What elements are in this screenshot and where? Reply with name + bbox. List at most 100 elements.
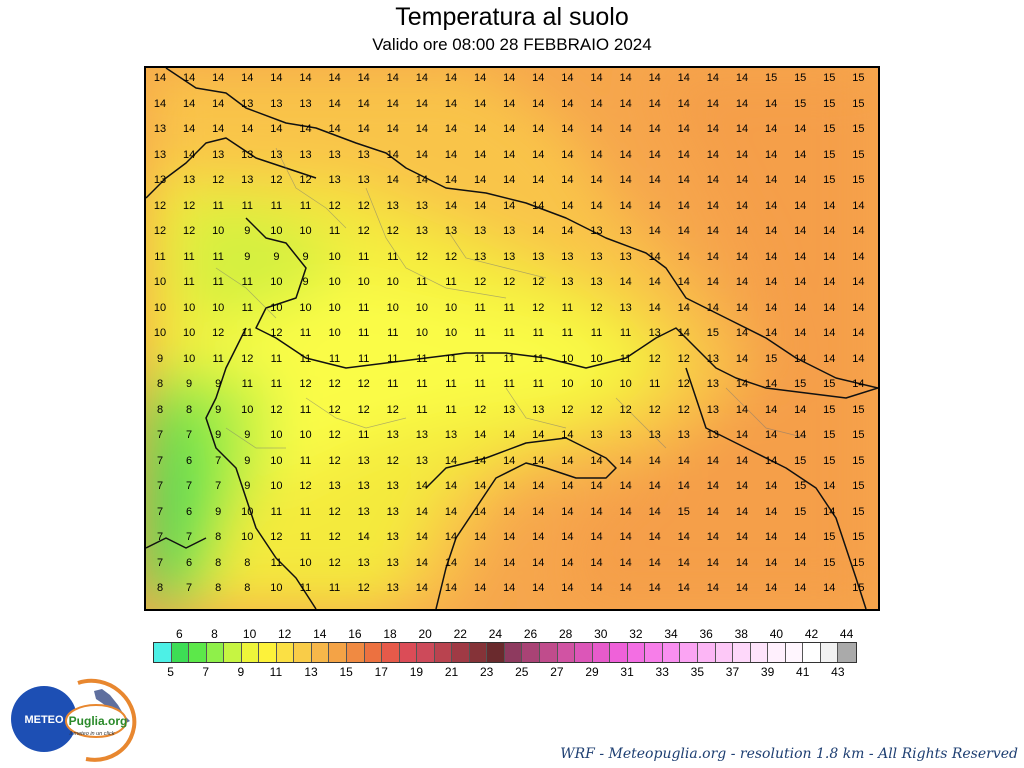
grid-value: 15	[823, 378, 836, 390]
grid-value: 14	[561, 225, 574, 237]
grid-value: 12	[357, 403, 370, 416]
grid-value: 14	[677, 225, 690, 237]
grid-value: 14	[794, 199, 807, 212]
grid-value: 6	[186, 454, 193, 467]
grid-value: 13	[241, 148, 254, 161]
grid-value: 7	[156, 556, 164, 569]
grid-value: 13	[503, 225, 516, 237]
grid-value: 14	[444, 454, 458, 467]
grid-value: 11	[183, 250, 195, 263]
grid-value: 12	[357, 225, 370, 237]
grid-value: 14	[532, 148, 545, 161]
grid-value: 15	[852, 174, 865, 186]
grid-value: 10	[270, 276, 283, 288]
color-swatch	[417, 643, 435, 662]
grid-value: 14	[735, 276, 749, 288]
grid-value: 14	[561, 531, 574, 543]
grid-value: 13	[648, 327, 661, 339]
grid-value: 14	[415, 556, 429, 569]
grid-value: 11	[387, 327, 399, 339]
grid-value: 13	[706, 378, 720, 390]
grid-value: 14	[735, 301, 749, 314]
grid-value: 12	[328, 505, 341, 518]
grid-value: 7	[186, 429, 193, 441]
map-subtitle: Valido ore 08:00 28 FEBBRAIO 2024	[372, 35, 652, 54]
grid-value: 12	[328, 556, 341, 569]
grid-value: 11	[270, 352, 283, 365]
grid-value: 14	[473, 148, 487, 161]
grid-value: 15	[677, 505, 690, 518]
grid-value: 11	[532, 327, 544, 339]
grid-value: 15	[794, 505, 807, 518]
grid-value: 14	[735, 97, 749, 110]
grid-value: 14	[561, 123, 574, 135]
grid-value: 14	[735, 123, 749, 135]
grid-value: 13	[328, 148, 341, 161]
grid-value: 14	[503, 556, 516, 569]
grid-value: 14	[794, 250, 807, 263]
grid-value: 14	[503, 480, 516, 492]
grid-value: 11	[503, 352, 515, 365]
grid-value: 14	[619, 454, 632, 467]
grid-value: 9	[244, 480, 251, 492]
legend-tick-label: 5	[167, 665, 174, 679]
grid-value: 11	[270, 378, 283, 390]
color-swatch	[329, 643, 348, 662]
grid-value: 14	[852, 276, 865, 288]
legend-tick-label: 33	[655, 665, 669, 679]
grid-value: 10	[153, 327, 167, 339]
grid-value: 14	[735, 429, 749, 441]
grid-value: 11	[503, 301, 515, 314]
legend-tick-label: 23	[479, 665, 494, 679]
color-swatch	[399, 643, 418, 662]
grid-value: 11	[328, 225, 341, 237]
grid-value: 14	[590, 454, 603, 467]
grid-value: 14	[823, 352, 836, 365]
grid-value: 14	[619, 556, 632, 569]
grid-value: 13	[648, 429, 661, 441]
grid-value: 11	[299, 199, 312, 212]
grid-value: 14	[794, 531, 807, 543]
grid-value: 14	[677, 301, 690, 314]
grid-value: 14	[735, 454, 749, 467]
grid-value: 10	[241, 531, 254, 543]
grid-value: 10	[357, 276, 370, 288]
grid-value: 13	[386, 429, 399, 441]
grid-value: 13	[503, 403, 516, 416]
color-swatch	[680, 643, 698, 662]
grid-value: 14	[590, 556, 603, 569]
legend-tick-label: 28	[558, 627, 573, 641]
grid-value: 6	[186, 505, 193, 518]
grid-value: 12	[328, 378, 341, 390]
grid-value: 11	[299, 454, 312, 467]
grid-value: 14	[735, 72, 749, 84]
grid-value: 10	[328, 327, 341, 339]
grid-value: 14	[823, 505, 836, 518]
grid-value: 9	[156, 352, 164, 365]
grid-value: 11	[299, 403, 312, 416]
grid-value: 14	[619, 531, 632, 543]
grid-value: 11	[212, 276, 224, 288]
grid-value: 10	[299, 556, 312, 569]
grid-value: 14	[503, 123, 516, 135]
legend-tick-label: 40	[769, 627, 784, 641]
meteopuglia-logo: METEO Puglia.org il meteo in un click	[10, 675, 150, 763]
grid-value: 12	[357, 582, 370, 594]
grid-value: 9	[273, 250, 280, 263]
grid-value: 14	[764, 531, 778, 543]
grid-value: 12	[182, 225, 196, 237]
grid-value: 8	[244, 556, 251, 569]
legend-tick-label: 22	[453, 627, 467, 641]
map-background	[146, 68, 878, 609]
grid-value: 10	[444, 327, 458, 339]
grid-value: 15	[764, 72, 778, 84]
grid-value: 14	[794, 174, 807, 186]
grid-value: 14	[764, 250, 778, 263]
grid-value: 14	[706, 556, 720, 569]
grid-value: 14	[706, 123, 720, 135]
grid-value: 7	[156, 480, 164, 492]
grid-value: 6	[186, 556, 193, 569]
grid-value: 14	[735, 556, 749, 569]
grid-value: 12	[677, 403, 690, 416]
color-swatch	[171, 643, 190, 662]
